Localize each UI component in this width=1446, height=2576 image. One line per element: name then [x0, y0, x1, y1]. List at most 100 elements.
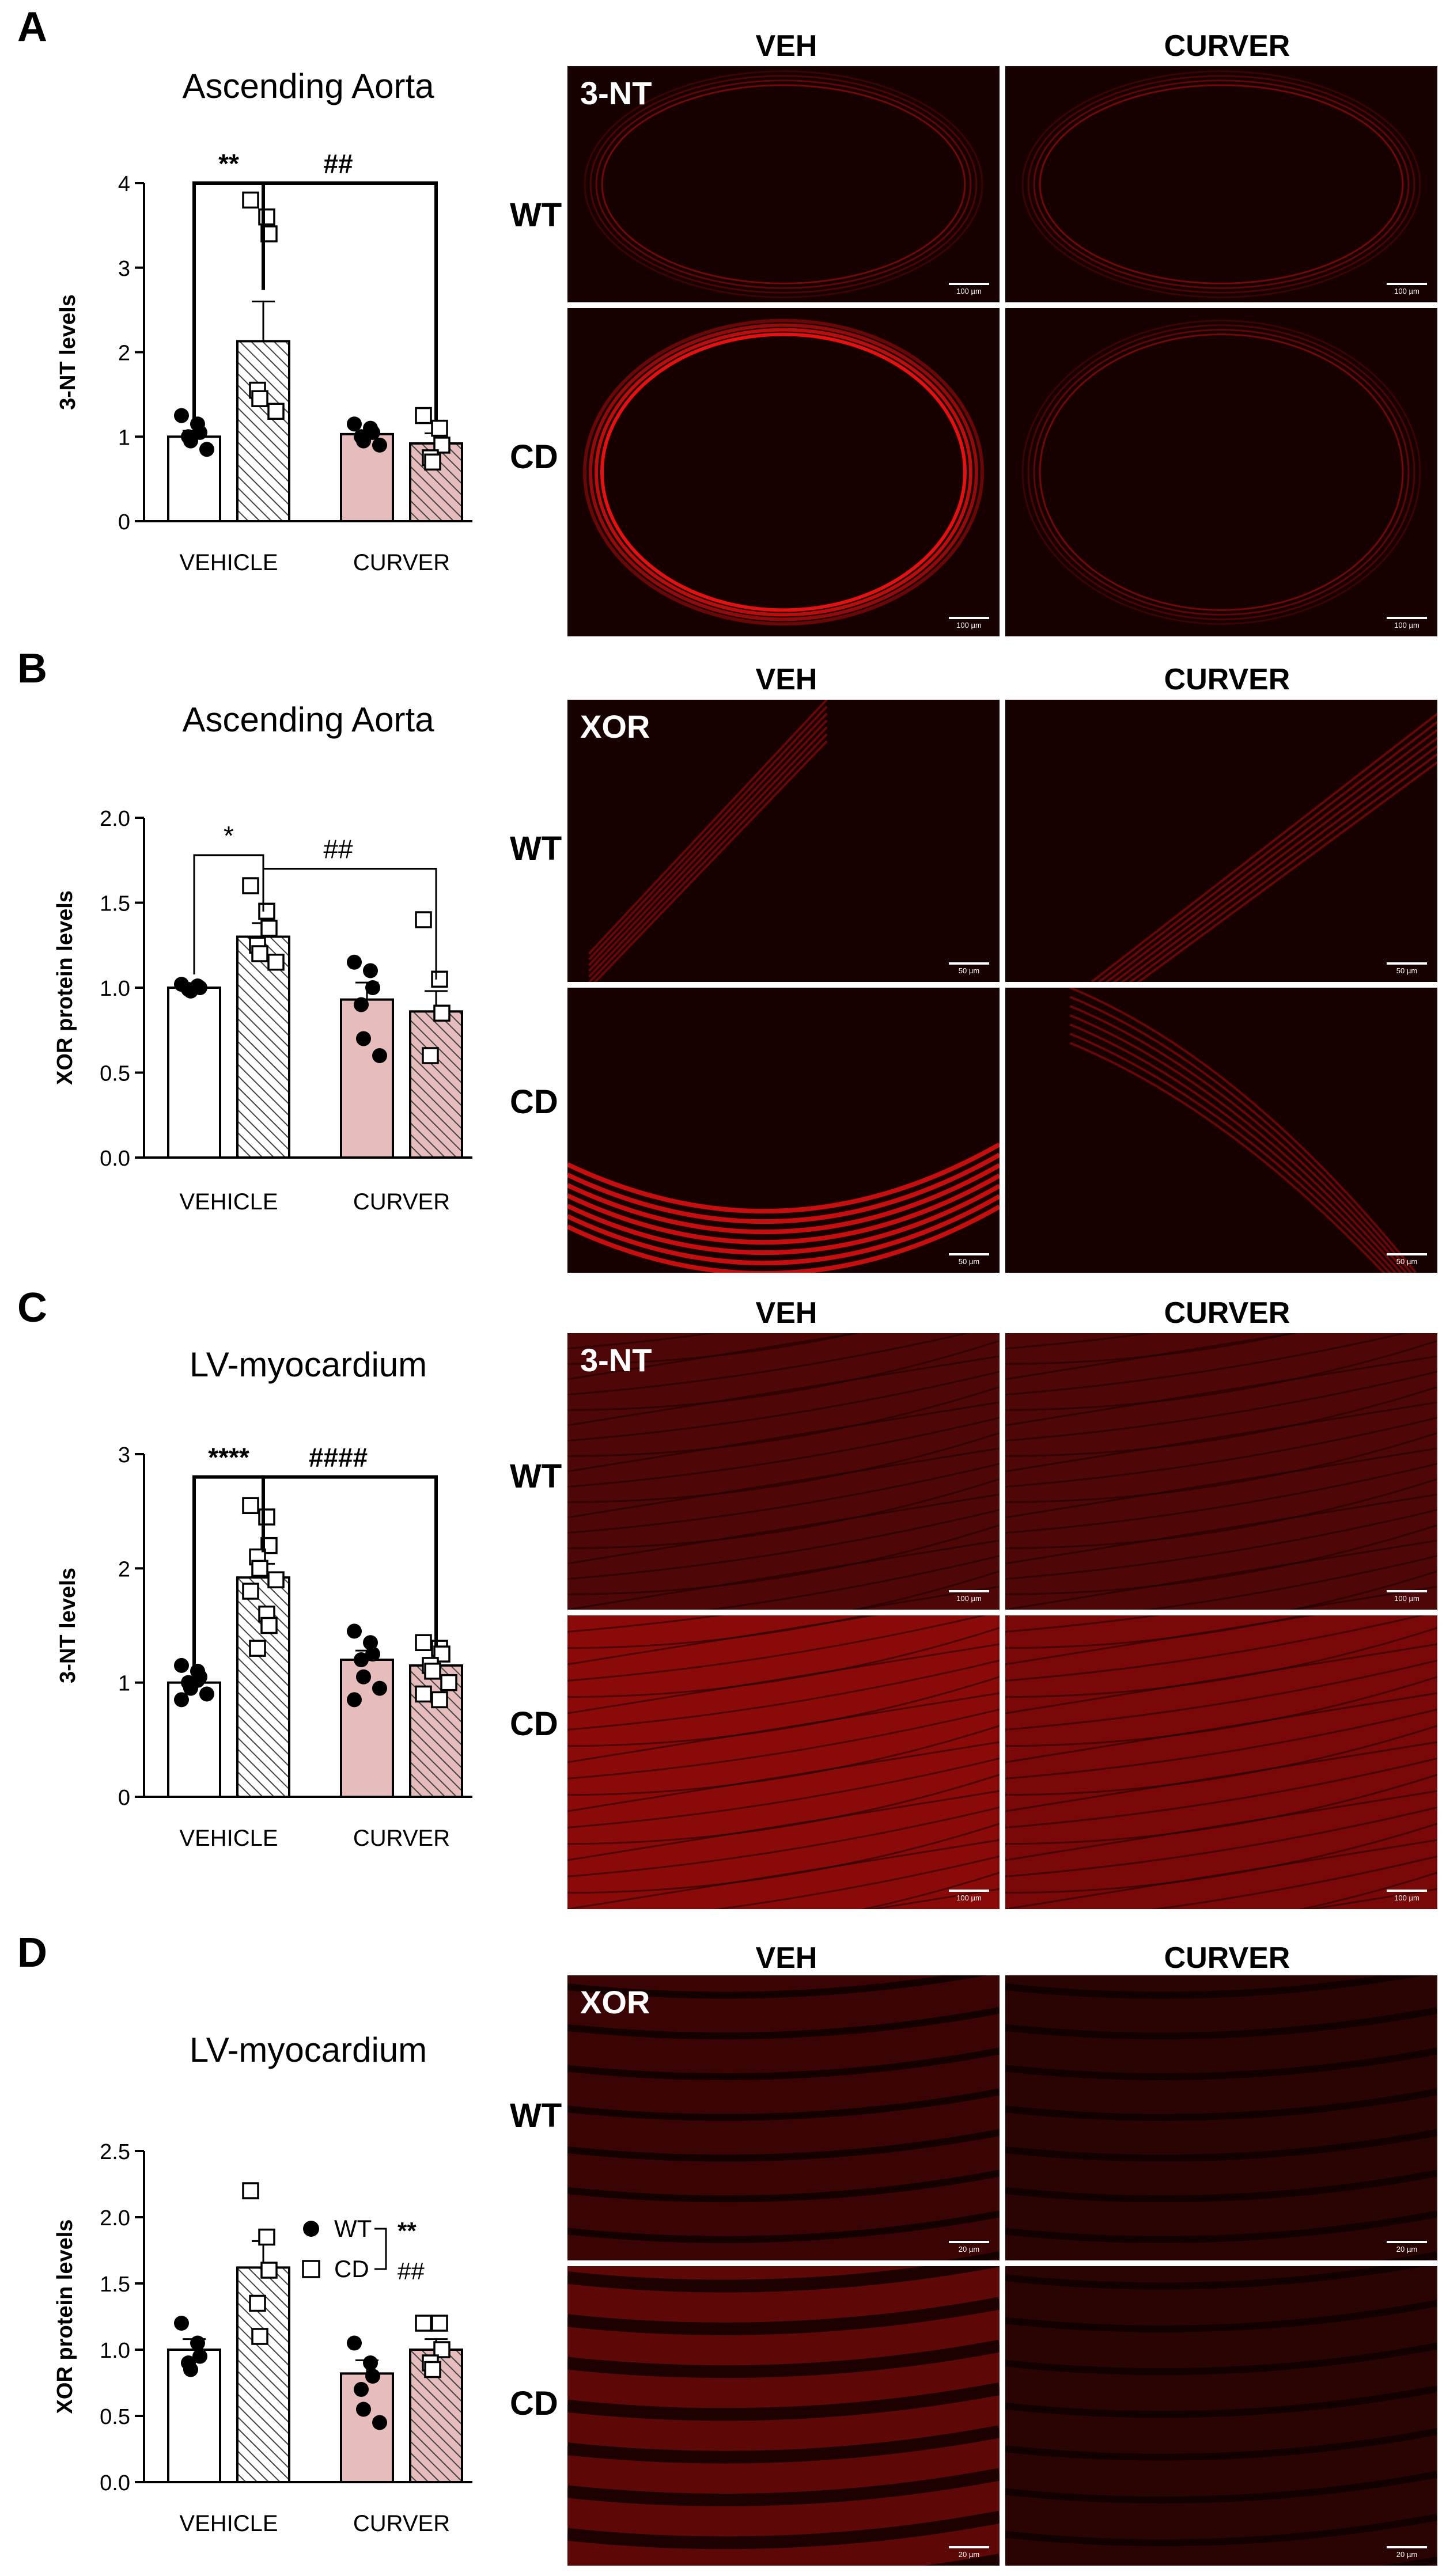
- y-tick-label: 1: [118, 1672, 130, 1696]
- x-category-label: CURVER: [353, 550, 450, 575]
- micrograph-texture: [567, 1615, 1000, 1909]
- significance-bracket: [262, 868, 437, 980]
- y-axis-label: XOR protein levels: [53, 2220, 77, 2414]
- significance-label: ####: [309, 1443, 368, 1473]
- micrograph-texture: [1005, 1975, 1437, 2260]
- micrograph-cd-veh: 100 µm: [567, 1615, 1000, 1909]
- data-point: [251, 2328, 268, 2345]
- x-category-label: CURVER: [353, 2511, 450, 2536]
- data-point: [372, 1680, 387, 1696]
- scale-bar: 20 µm: [949, 2546, 989, 2559]
- y-axis-label: XOR protein levels: [53, 890, 77, 1085]
- x-category-label: CURVER: [353, 1189, 450, 1215]
- micrograph-texture: [567, 1142, 1000, 1273]
- y-tick-label: 0.5: [100, 2405, 130, 2429]
- scale-bar-label: 100 µm: [1394, 1594, 1419, 1603]
- micrograph-cd-curver: 100 µm: [1005, 308, 1437, 636]
- data-point: [258, 1508, 275, 1526]
- data-point: [365, 1646, 380, 1662]
- micrograph-texture: [588, 700, 828, 982]
- data-point: [431, 419, 448, 437]
- data-point: [174, 1657, 189, 1673]
- y-tick-label: 0: [118, 510, 130, 534]
- data-point: [251, 945, 268, 962]
- significance-label: **: [218, 149, 239, 179]
- legend-significance: **: [398, 2217, 417, 2244]
- bar: [409, 1010, 463, 1159]
- micrograph-wt-veh: 3-NT 100 µm: [567, 1333, 1000, 1610]
- scale-bar: 20 µm: [949, 2241, 989, 2253]
- scale-bar: 100 µm: [949, 1590, 989, 1603]
- y-tick-label: 1.5: [100, 2273, 130, 2297]
- scale-bar-label: 100 µm: [956, 1894, 982, 1902]
- bar: [167, 987, 221, 1159]
- y-tick-label: 1.0: [100, 977, 130, 1001]
- y-tick-label: 2: [118, 1557, 130, 1581]
- data-point: [267, 1571, 285, 1588]
- data-point: [440, 1674, 457, 1691]
- micrograph-wt-curver: 20 µm: [1005, 1975, 1437, 2260]
- data-point: [372, 2415, 387, 2430]
- data-point: [192, 2349, 207, 2364]
- micrograph-texture: [1005, 1615, 1437, 1909]
- micrograph-wt-veh: XOR 50 µm: [567, 700, 1000, 982]
- micrograph-texture: [583, 318, 984, 626]
- data-point: [415, 1634, 432, 1651]
- stain-label: XOR: [580, 1984, 650, 2020]
- significance-bracket: [262, 181, 438, 422]
- data-point: [183, 2362, 198, 2377]
- scale-bar-label: 100 µm: [1394, 287, 1419, 295]
- x-category-label: VEHICLE: [179, 2511, 278, 2536]
- y-tick-label: 2.5: [100, 2140, 130, 2164]
- scale-bar-label: 100 µm: [956, 1594, 982, 1603]
- panel-c: C LV-myocardium 0 1 2 3 3-NT levels VEHICLE CUR…: [0, 1284, 1446, 1918]
- data-point: [363, 963, 378, 978]
- y-tick-label: 3: [118, 257, 130, 281]
- legend-marker: [302, 2260, 320, 2278]
- micrograph-texture: [1005, 2266, 1437, 2566]
- legend-significance: ##: [398, 2258, 425, 2285]
- data-point: [363, 1635, 378, 1651]
- data-point: [183, 433, 198, 449]
- data-point: [431, 2315, 448, 2332]
- panel-b: B Ascending Aorta 0.0 0.5 1.0 1.5 2.0 XOR prot…: [0, 645, 1446, 1278]
- scale-bar-label: 100 µm: [956, 621, 982, 629]
- data-point: [431, 970, 448, 988]
- data-point: [260, 2262, 278, 2279]
- chart-panel-c: LV-myocardium 0 1 2 3 3-NT levels VEHICLE CURVE…: [56, 1345, 472, 1851]
- data-point: [249, 1640, 266, 1657]
- significance-label: *: [224, 821, 234, 851]
- micrograph-cd-veh: 50 µm: [567, 988, 1000, 1273]
- micrograph-texture: [1021, 70, 1421, 298]
- y-tick-label: 2.0: [100, 807, 130, 831]
- data-point: [190, 2335, 205, 2351]
- data-point: [242, 877, 259, 894]
- data-point: [354, 1652, 369, 1667]
- scale-bar-label: 50 µm: [958, 1257, 980, 1266]
- stain-label: 3-NT: [580, 75, 652, 111]
- y-tick-label: 4: [118, 172, 130, 196]
- data-point: [363, 2355, 378, 2370]
- y-axis-label: 3-NT levels: [56, 294, 80, 410]
- row-header-wt: WT: [510, 2097, 562, 2134]
- scale-bar: 20 µm: [1387, 2546, 1427, 2559]
- y-tick-label: 0.0: [100, 2471, 130, 2495]
- stain-label: 3-NT: [580, 1342, 652, 1378]
- data-point: [251, 1560, 268, 1577]
- panel-letter: B: [17, 646, 47, 692]
- data-point: [422, 1047, 439, 1064]
- micrograph-texture: [1069, 988, 1417, 1273]
- x-category-label: VEHICLE: [179, 1826, 278, 1851]
- micrograph-wt-curver: 50 µm: [1005, 700, 1437, 982]
- scale-bar-label: 50 µm: [1396, 966, 1418, 975]
- row-header-cd: CD: [510, 1083, 558, 1121]
- micrograph-texture: [567, 1975, 1000, 2260]
- scale-bar-label: 50 µm: [958, 966, 980, 975]
- chart-panel-a: Ascending Aorta 0 1 2 3 4 3-NT levels VEHICLE CU…: [56, 67, 472, 575]
- data-point: [347, 416, 362, 432]
- scale-bar: 100 µm: [1387, 1890, 1427, 1902]
- data-point: [415, 911, 432, 928]
- data-point: [356, 1031, 371, 1046]
- scale-bar: 50 µm: [1387, 962, 1427, 975]
- data-point: [415, 407, 432, 424]
